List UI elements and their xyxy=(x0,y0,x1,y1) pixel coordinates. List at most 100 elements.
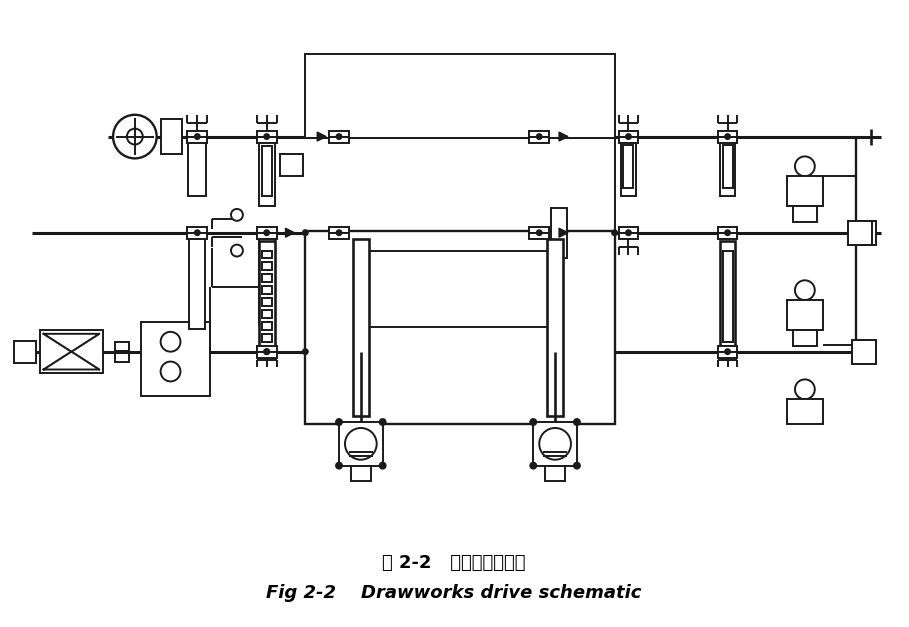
Bar xyxy=(717,130,737,137)
Bar xyxy=(720,137,735,196)
Bar xyxy=(256,345,276,352)
Bar xyxy=(720,241,735,352)
Bar xyxy=(534,422,577,466)
Bar xyxy=(717,352,737,357)
Bar xyxy=(189,233,205,329)
Bar xyxy=(339,422,383,466)
Bar xyxy=(259,137,275,206)
Polygon shape xyxy=(44,334,99,352)
Circle shape xyxy=(302,348,309,355)
Bar xyxy=(793,206,817,222)
Circle shape xyxy=(611,229,618,236)
Circle shape xyxy=(161,332,181,352)
Bar xyxy=(262,251,272,258)
Bar xyxy=(853,340,876,364)
Bar xyxy=(618,227,638,233)
Bar xyxy=(187,227,207,233)
Bar xyxy=(262,147,272,196)
Bar xyxy=(305,231,614,424)
Bar xyxy=(848,221,873,245)
Bar xyxy=(723,144,733,188)
Circle shape xyxy=(625,229,632,236)
Circle shape xyxy=(379,461,386,470)
Circle shape xyxy=(335,461,343,470)
Circle shape xyxy=(264,348,270,355)
Bar xyxy=(187,130,207,137)
Bar xyxy=(262,263,272,270)
Circle shape xyxy=(535,229,543,236)
Text: Fig 2-2    Drawworks drive schematic: Fig 2-2 Drawworks drive schematic xyxy=(266,584,642,603)
Bar xyxy=(529,233,549,239)
Bar xyxy=(256,130,276,137)
Circle shape xyxy=(345,428,376,460)
Circle shape xyxy=(302,229,309,236)
Circle shape xyxy=(724,133,731,140)
Circle shape xyxy=(535,133,543,140)
Bar xyxy=(618,233,638,239)
Circle shape xyxy=(194,133,201,140)
Bar xyxy=(115,342,129,362)
Circle shape xyxy=(335,133,343,140)
Bar xyxy=(624,144,634,188)
Circle shape xyxy=(795,156,814,176)
Circle shape xyxy=(573,461,581,470)
Bar xyxy=(256,233,276,239)
Circle shape xyxy=(529,418,537,426)
Circle shape xyxy=(264,348,270,355)
Bar xyxy=(262,322,272,330)
Circle shape xyxy=(724,229,731,236)
Bar xyxy=(618,137,638,142)
Bar xyxy=(618,130,638,137)
Circle shape xyxy=(573,418,581,426)
Bar xyxy=(280,154,304,176)
Bar xyxy=(529,137,549,142)
Bar xyxy=(329,227,349,233)
Bar xyxy=(161,119,183,154)
Bar xyxy=(262,310,272,318)
Polygon shape xyxy=(44,352,99,369)
Bar xyxy=(262,275,272,282)
Bar xyxy=(353,239,369,416)
Bar xyxy=(262,287,272,294)
Circle shape xyxy=(231,245,243,256)
Circle shape xyxy=(795,280,814,300)
Bar xyxy=(256,137,276,142)
Bar xyxy=(717,227,737,233)
Circle shape xyxy=(724,348,731,355)
Polygon shape xyxy=(559,132,568,141)
Bar xyxy=(529,227,549,233)
Circle shape xyxy=(539,428,571,460)
Bar xyxy=(259,238,275,324)
Bar xyxy=(141,322,210,396)
Bar xyxy=(262,334,272,342)
Circle shape xyxy=(264,229,270,236)
Bar xyxy=(259,241,275,352)
Bar xyxy=(262,298,272,306)
Polygon shape xyxy=(317,132,326,141)
Bar xyxy=(14,340,35,362)
Bar xyxy=(545,466,565,482)
Bar xyxy=(853,221,876,245)
Bar xyxy=(717,233,737,239)
Circle shape xyxy=(194,229,201,236)
Bar xyxy=(351,466,371,482)
Bar xyxy=(717,345,737,352)
Circle shape xyxy=(335,418,343,426)
Circle shape xyxy=(161,362,181,381)
Bar xyxy=(723,251,733,342)
Bar xyxy=(187,137,207,142)
Polygon shape xyxy=(285,228,295,237)
Circle shape xyxy=(113,115,156,159)
Bar xyxy=(187,233,207,239)
Circle shape xyxy=(335,229,343,236)
Bar xyxy=(787,300,823,330)
Bar xyxy=(329,137,349,142)
Bar xyxy=(529,130,549,137)
Bar xyxy=(256,352,276,357)
Circle shape xyxy=(529,461,537,470)
Bar xyxy=(717,137,737,142)
Bar xyxy=(305,55,614,137)
Circle shape xyxy=(231,209,243,221)
Bar xyxy=(188,137,206,196)
Text: 图 2-2   绞车传动原理图: 图 2-2 绞车传动原理图 xyxy=(383,554,525,572)
